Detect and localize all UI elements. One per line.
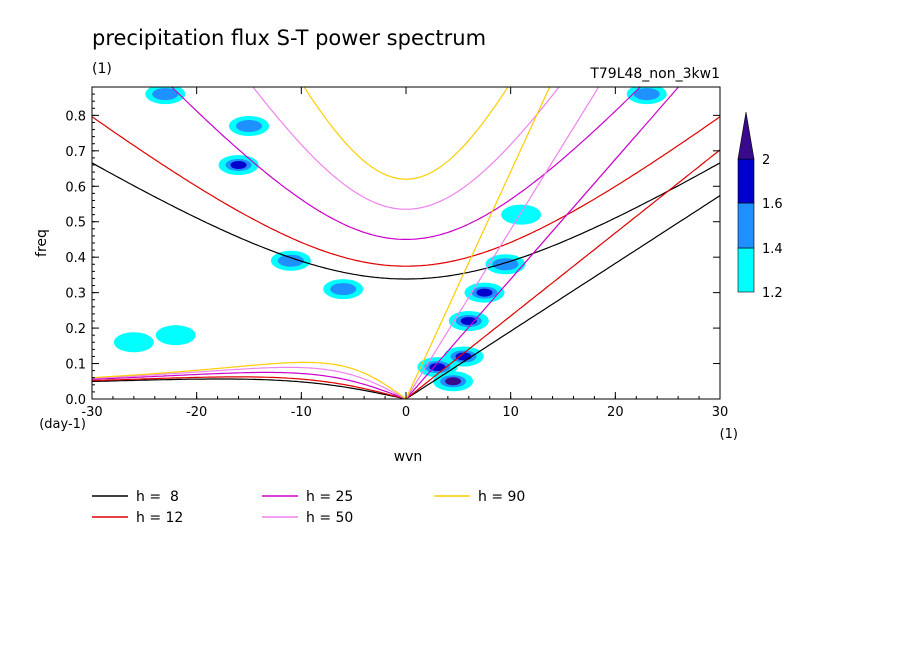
power-contour-inner	[476, 288, 493, 297]
y-axis-units: (day-1)	[39, 417, 86, 432]
y-tick-label: 0.8	[65, 109, 86, 124]
legend-label: h = 50	[306, 510, 353, 526]
colorbar-label: 1.6	[762, 197, 783, 212]
gravity-wave-curve	[303, 87, 509, 180]
x-axis: -30 -20 -10 0 10 20 30	[81, 87, 728, 420]
y-axis-label: freq	[34, 229, 50, 257]
y-tick-label: 0.1	[65, 358, 86, 373]
colorbar-label: 1.4	[762, 242, 783, 257]
x-tick-label: 30	[712, 405, 729, 420]
y-tick-label: 0.2	[65, 322, 86, 337]
rossby-wave-curve	[92, 378, 407, 399]
x-axis-units: (1)	[720, 427, 738, 442]
colorbar-band	[737, 158, 755, 204]
kelvin-wave-curve	[405, 149, 720, 399]
power-contours	[113, 87, 667, 392]
power-contour-mid	[633, 88, 660, 101]
power-contour-mid	[277, 254, 304, 267]
y-tick-label: 0.0	[65, 393, 86, 408]
x-tick-label: -10	[291, 405, 312, 420]
title-units: (1)	[92, 61, 112, 77]
kelvin-wave-curve	[405, 87, 680, 399]
legend-label: h = 25	[306, 489, 353, 505]
y-tick-label: 0.3	[65, 287, 86, 302]
x-tick-label: 0	[402, 405, 410, 420]
power-contour-mid	[330, 283, 357, 296]
power-contour-inner	[445, 377, 462, 386]
kelvin-wave-curve	[405, 87, 600, 399]
y-tick-label: 0.5	[65, 216, 86, 231]
colorbar-label: 2	[762, 153, 770, 168]
gravity-wave-curve	[92, 116, 720, 267]
x-tick-label: 20	[607, 405, 624, 420]
x-tick-label: 10	[502, 405, 519, 420]
dispersion-curves	[92, 87, 720, 399]
rossby-wave-curve	[92, 361, 407, 399]
colorbar-arrow	[737, 111, 755, 160]
colorbar-band	[737, 202, 755, 249]
colorbar-label: 1.2	[762, 286, 783, 301]
power-contour-mid	[152, 88, 179, 101]
chart-title: precipitation flux S-T power spectrum	[92, 26, 486, 50]
run-label: T79L48_non_3kw1	[589, 66, 720, 82]
power-contour-inner	[230, 161, 247, 169]
colorbar-band	[737, 247, 755, 293]
gravity-wave-curve	[170, 87, 642, 240]
y-tick-label: 0.7	[65, 145, 86, 160]
legend-label: h = 12	[136, 510, 183, 526]
y-axis: 0.0 0.1 0.2 0.3 0.4 0.5 0.6 0.7 0.8	[65, 93, 720, 408]
rossby-wave-curve	[92, 376, 407, 399]
kelvin-wave-curve	[405, 87, 551, 399]
power-contour-outer	[113, 332, 154, 353]
power-contour-mid	[236, 120, 262, 132]
gravity-wave-curve	[92, 162, 720, 280]
plot-frame	[91, 86, 721, 400]
kelvin-wave-curve	[405, 195, 720, 399]
power-contour-outer	[155, 325, 196, 346]
rossby-wave-curve	[92, 371, 407, 399]
legend-label: h = 8	[136, 489, 179, 505]
power-contour-outer	[501, 204, 542, 225]
legend-label: h = 90	[478, 489, 525, 505]
legend: h = 8 h = 12 h = 25 h = 50 h = 90	[92, 489, 525, 526]
x-tick-label: -30	[81, 405, 102, 420]
x-tick-label: -20	[186, 405, 207, 420]
x-axis-label: wvn	[394, 449, 423, 465]
power-contour-inner	[429, 363, 446, 372]
y-tick-label: 0.4	[65, 251, 86, 266]
y-tick-label: 0.6	[65, 180, 86, 195]
rossby-wave-curve	[92, 366, 407, 399]
gravity-wave-curve	[252, 87, 560, 210]
colorbar: 1.2 1.4 1.6 2	[737, 111, 783, 301]
